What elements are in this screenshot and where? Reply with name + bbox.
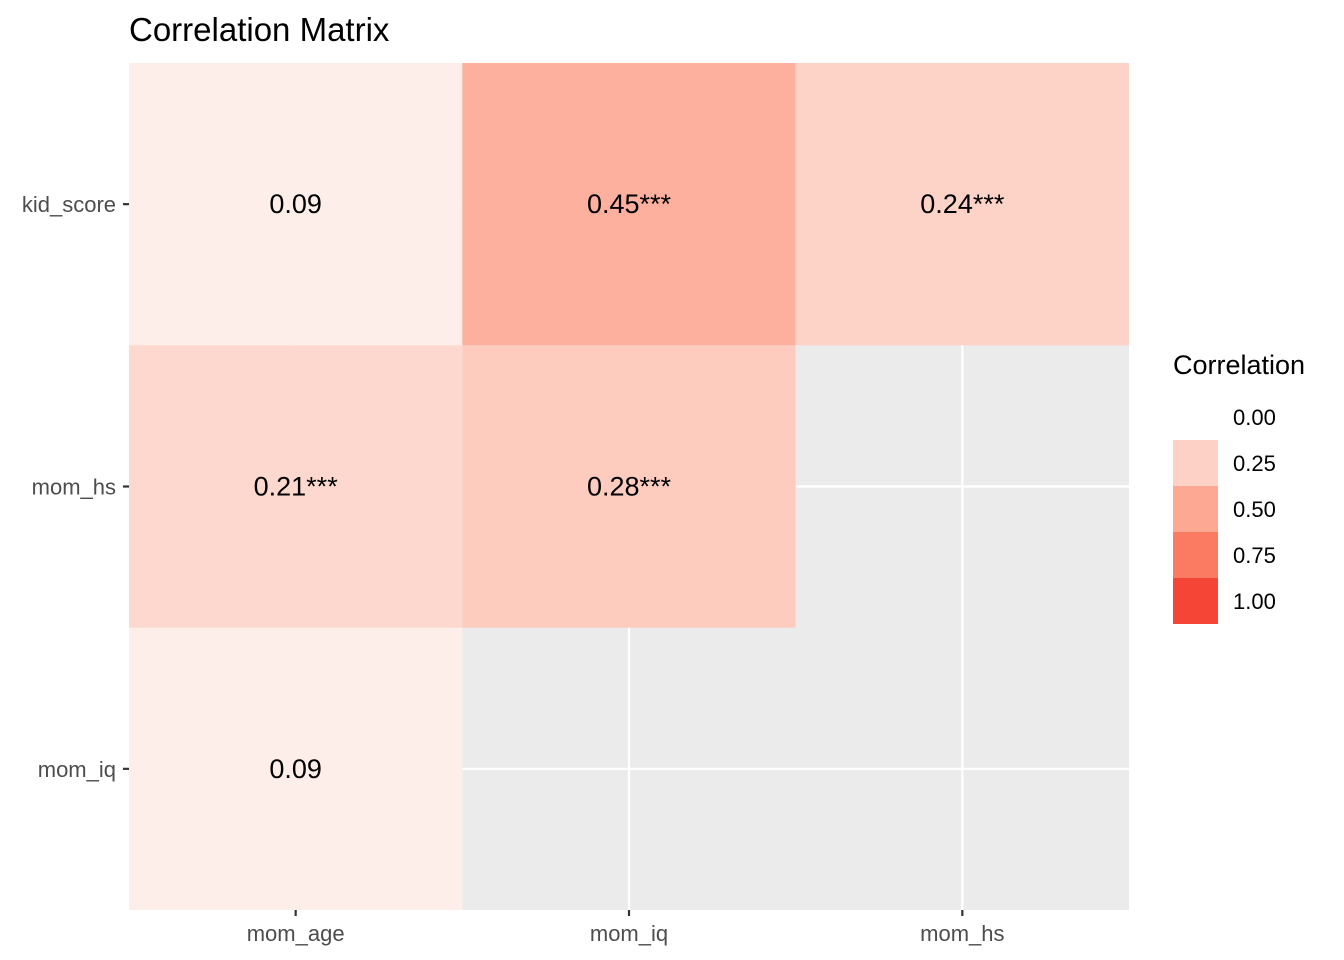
cell-value-label: 0.45*** xyxy=(587,189,672,219)
chart-title: Correlation Matrix xyxy=(129,11,390,48)
y-tick-label: mom_hs xyxy=(32,475,116,500)
legend-label: 0.00 xyxy=(1233,405,1276,430)
legend-label: 1.00 xyxy=(1233,589,1276,614)
legend-label: 0.75 xyxy=(1233,543,1276,568)
legend-key xyxy=(1173,532,1218,578)
legend-title: Correlation xyxy=(1173,350,1305,380)
x-axis: mom_age mom_iq mom_hs xyxy=(247,910,1005,946)
legend-key xyxy=(1173,440,1218,486)
y-axis: kid_score mom_hs mom_iq xyxy=(22,192,129,782)
y-tick-label: kid_score xyxy=(22,192,116,217)
cell-value-label: 0.28*** xyxy=(587,472,672,502)
cell-value-label: 0.09 xyxy=(269,754,322,784)
cell-labels: 0.09 0.45*** 0.24*** 0.21*** 0.28*** 0.09 xyxy=(254,189,1005,784)
cell-value-label: 0.21*** xyxy=(254,472,339,502)
heatmap-cell xyxy=(129,63,463,346)
x-tick-label: mom_hs xyxy=(920,921,1004,946)
heatmap-cell xyxy=(129,627,463,910)
cell-value-label: 0.24*** xyxy=(920,189,1005,219)
legend-key xyxy=(1173,394,1218,440)
legend-key xyxy=(1173,578,1218,624)
heatmap-cell xyxy=(795,63,1129,346)
cell-value-label: 0.09 xyxy=(269,189,322,219)
y-tick-label: mom_iq xyxy=(38,757,116,782)
heatmap-cell xyxy=(462,63,796,346)
legend: Correlation 0.00 0.25 0.50 0.75 1.00 xyxy=(1173,350,1305,624)
x-tick-label: mom_age xyxy=(247,921,345,946)
heatmap-cell xyxy=(129,345,463,628)
legend-label: 0.25 xyxy=(1233,451,1276,476)
legend-key xyxy=(1173,486,1218,532)
legend-label: 0.50 xyxy=(1233,497,1276,522)
heatmap-cell xyxy=(462,345,796,628)
heatmap-cells xyxy=(129,63,1129,910)
x-tick-label: mom_iq xyxy=(590,921,668,946)
